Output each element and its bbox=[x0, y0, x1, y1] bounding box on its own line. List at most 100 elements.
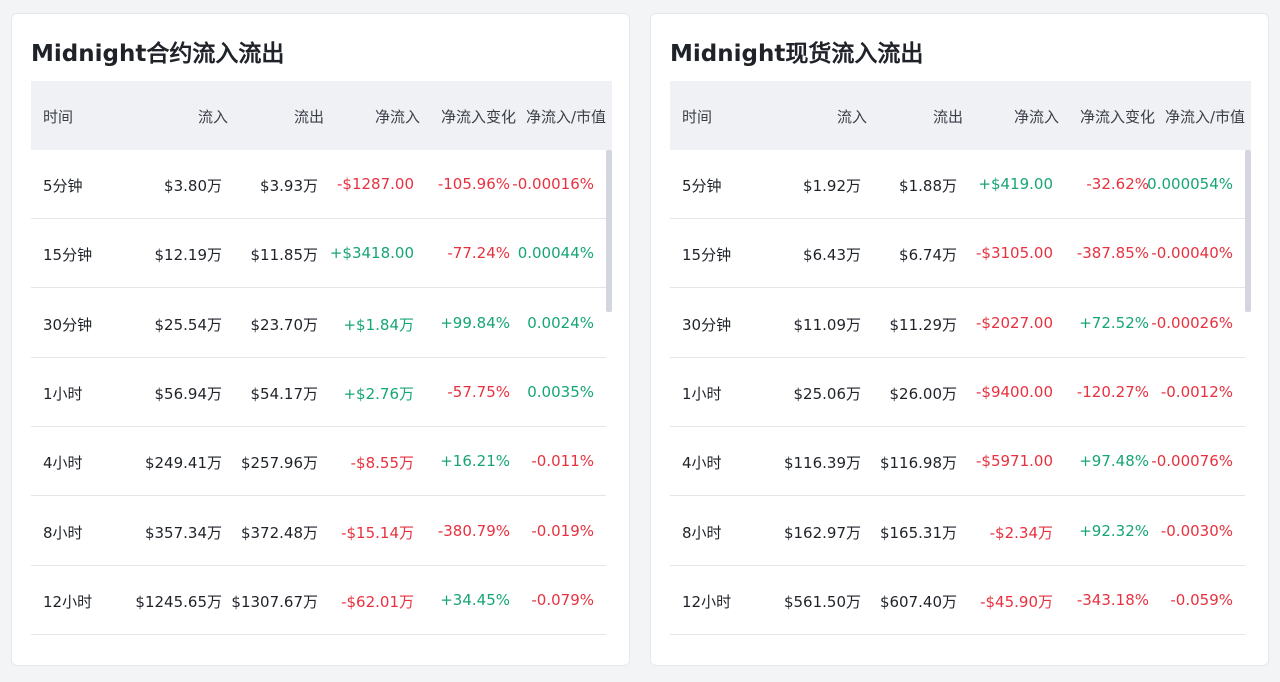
cell-net-mcap: -0.011% bbox=[531, 452, 594, 471]
cell-time: 30分钟 bbox=[43, 315, 93, 334]
table-row: 4小时 $249.41万 $257.96万 -$8.55万 +16.21% -0.011% bbox=[31, 427, 606, 497]
cell-net-mcap: -0.0030% bbox=[1160, 521, 1233, 540]
cell-outflow: $26.00万 bbox=[889, 384, 958, 403]
table-header: 时间 流入 流出 净流入 净流入变化 净流入/市值 bbox=[31, 81, 612, 150]
cell-net-change: -105.96% bbox=[437, 175, 510, 193]
cell-net-inflow: +$419.00 bbox=[978, 175, 1053, 193]
flow-table: 时间 流入 流出 净流入 净流入变化 净流入/市值 5分钟 $3.80万 $3.93… bbox=[31, 81, 612, 651]
header-inflow: 流入 bbox=[836, 108, 867, 126]
header-time: 时间 bbox=[43, 108, 74, 126]
cell-net-inflow: -$8.55万 bbox=[350, 454, 414, 473]
cell-time: 1小时 bbox=[682, 384, 722, 403]
cell-net-inflow: +$1.84万 bbox=[343, 315, 414, 334]
cell-outflow: $11.85万 bbox=[250, 246, 319, 265]
table-row: 5分钟 $1.92万 $1.88万 +$419.00 -32.62% 0.000054% bbox=[670, 150, 1245, 219]
cell-outflow: $11.29万 bbox=[889, 315, 958, 334]
table-row: 8小时 $162.97万 $165.31万 -$2.34万 +92.32% -0.0030… bbox=[670, 497, 1245, 566]
cell-time: 8小时 bbox=[43, 523, 83, 542]
table-row: 12小时 $561.50万 $607.40万 -$45.90万 -343.18% -0.0… bbox=[670, 566, 1245, 635]
cell-net-mcap: 0.0035% bbox=[527, 382, 594, 401]
cell-net-mcap: 0.00044% bbox=[517, 244, 594, 263]
cell-net-inflow: -$2.34万 bbox=[989, 523, 1053, 542]
header-net-change: 净流入变化 bbox=[440, 108, 516, 126]
table-row: 4小时 $116.39万 $116.98万 -$5971.00 +97.48% -0.00… bbox=[670, 427, 1245, 497]
cell-outflow: $116.98万 bbox=[879, 454, 957, 473]
header-net-inflow: 净流入 bbox=[1013, 108, 1059, 126]
table-row: 1小时 $56.94万 $54.17万 +$2.76万 -57.75% 0.0035% bbox=[31, 358, 606, 427]
cell-time: 15分钟 bbox=[43, 246, 93, 265]
cell-time: 30分钟 bbox=[682, 315, 732, 334]
table-header: 时间 流入 流出 净流入 净流入变化 净流入/市值 bbox=[670, 81, 1251, 150]
cell-inflow: $561.50万 bbox=[783, 592, 861, 611]
cell-net-mcap: -0.079% bbox=[531, 590, 594, 609]
panel-title: Midnight合约流入流出 bbox=[31, 41, 285, 67]
header-net-change: 净流入变化 bbox=[1079, 108, 1155, 126]
cell-net-change: +16.21% bbox=[440, 452, 510, 471]
cell-net-change: +72.52% bbox=[1079, 313, 1149, 332]
cell-outflow: $372.48万 bbox=[240, 523, 318, 542]
futures-flow-panel: Midnight合约流入流出 时间 流入 流出 净流入 净流入变化 净流入/市值… bbox=[11, 13, 630, 666]
cell-net-change: -32.62% bbox=[1086, 175, 1149, 193]
cell-time: 15分钟 bbox=[682, 246, 732, 265]
cell-net-change: -77.24% bbox=[447, 244, 510, 263]
cell-time: 4小时 bbox=[43, 454, 83, 473]
cell-net-inflow: -$3105.00 bbox=[976, 244, 1053, 263]
cell-inflow: $162.97万 bbox=[783, 523, 861, 542]
cell-outflow: $607.40万 bbox=[879, 592, 957, 611]
cell-net-inflow: -$15.14万 bbox=[341, 523, 414, 542]
cell-time: 12小时 bbox=[682, 592, 732, 611]
cell-net-mcap: -0.0012% bbox=[1160, 382, 1233, 401]
cell-outflow: $23.70万 bbox=[250, 315, 319, 334]
table-row: 8小时 $357.34万 $372.48万 -$15.14万 -380.79% -0.01… bbox=[31, 497, 606, 566]
header-time: 时间 bbox=[682, 108, 713, 126]
cell-net-mcap: -0.00076% bbox=[1151, 452, 1233, 471]
cell-net-inflow: -$1287.00 bbox=[337, 175, 414, 193]
cell-outflow: $54.17万 bbox=[250, 384, 319, 403]
cell-outflow: $1.88万 bbox=[899, 177, 957, 195]
cell-net-mcap: -0.00026% bbox=[1151, 313, 1233, 332]
table-row: 30分钟 $25.54万 $23.70万 +$1.84万 +99.84% 0.0024% bbox=[31, 289, 606, 358]
cell-inflow: $3.80万 bbox=[164, 177, 222, 195]
cell-net-mcap: -0.059% bbox=[1170, 590, 1233, 609]
cell-outflow: $3.93万 bbox=[260, 177, 318, 195]
cell-inflow: $1.92万 bbox=[803, 177, 861, 195]
cell-inflow: $357.34万 bbox=[144, 523, 222, 542]
flow-table: 时间 流入 流出 净流入 净流入变化 净流入/市值 5分钟 $1.92万 $1.88… bbox=[670, 81, 1251, 651]
header-net-inflow: 净流入 bbox=[374, 108, 420, 126]
cell-net-change: -380.79% bbox=[437, 521, 510, 540]
cell-net-change: +97.48% bbox=[1079, 452, 1149, 471]
cell-net-mcap: -0.00040% bbox=[1151, 244, 1233, 263]
header-outflow: 流出 bbox=[293, 108, 324, 126]
cell-net-inflow: -$5971.00 bbox=[976, 452, 1053, 471]
cell-inflow: $116.39万 bbox=[783, 454, 861, 473]
cell-net-change: -120.27% bbox=[1076, 382, 1149, 401]
cell-net-change: -387.85% bbox=[1076, 244, 1149, 263]
cell-net-mcap: -0.019% bbox=[531, 521, 594, 540]
cell-outflow: $1307.67万 bbox=[231, 592, 318, 611]
cell-net-change: +92.32% bbox=[1079, 521, 1149, 540]
header-inflow: 流入 bbox=[197, 108, 228, 126]
table-row: 5分钟 $3.80万 $3.93万 -$1287.00 -105.96% -0.00016… bbox=[31, 150, 606, 219]
cell-inflow: $6.43万 bbox=[803, 246, 861, 265]
cell-inflow: $12.19万 bbox=[154, 246, 223, 265]
cell-net-inflow: +$3418.00 bbox=[329, 244, 414, 263]
cell-net-mcap: 0.000054% bbox=[1147, 175, 1233, 193]
header-net-mcap: 净流入/市值 bbox=[1164, 108, 1245, 126]
cell-net-change: -57.75% bbox=[447, 382, 510, 401]
table-row: 1小时 $25.06万 $26.00万 -$9400.00 -120.27% -0.001… bbox=[670, 358, 1245, 427]
cell-net-change: +34.45% bbox=[440, 590, 510, 609]
cell-net-inflow: -$62.01万 bbox=[341, 592, 414, 611]
cell-time: 5分钟 bbox=[682, 177, 722, 195]
cell-outflow: $6.74万 bbox=[899, 246, 957, 265]
table-row: 30分钟 $11.09万 $11.29万 -$2027.00 +72.52% -0.000… bbox=[670, 289, 1245, 358]
cell-time: 12小时 bbox=[43, 592, 93, 611]
cell-outflow: $257.96万 bbox=[240, 454, 318, 473]
cell-time: 8小时 bbox=[682, 523, 722, 542]
cell-net-mcap: -0.00016% bbox=[512, 175, 594, 193]
table-row: 12小时 $1245.65万 $1307.67万 -$62.01万 +34.45% -0.… bbox=[31, 566, 606, 635]
scrollbar[interactable] bbox=[606, 150, 612, 312]
scrollbar[interactable] bbox=[1245, 150, 1251, 312]
header-outflow: 流出 bbox=[932, 108, 963, 126]
cell-inflow: $1245.65万 bbox=[135, 592, 222, 611]
table-row: 15分钟 $6.43万 $6.74万 -$3105.00 -387.85% -0.0004… bbox=[670, 219, 1245, 289]
